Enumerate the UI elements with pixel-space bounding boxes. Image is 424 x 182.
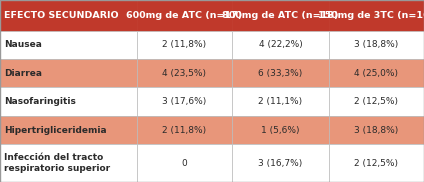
Text: 2 (11,8%): 2 (11,8%) xyxy=(162,40,206,49)
Bar xyxy=(137,88,232,116)
Bar xyxy=(329,31,424,59)
Bar xyxy=(232,59,329,88)
Text: 2 (12,5%): 2 (12,5%) xyxy=(354,97,399,106)
Text: EFECTO SECUNDARIO: EFECTO SECUNDARIO xyxy=(4,11,119,20)
Bar xyxy=(232,144,329,182)
Text: 600mg de ATC (n=17): 600mg de ATC (n=17) xyxy=(126,11,243,20)
Bar xyxy=(232,31,329,59)
Text: 6 (33,3%): 6 (33,3%) xyxy=(258,69,303,78)
Text: Hipertrigliceridemia: Hipertrigliceridemia xyxy=(4,126,106,134)
Bar xyxy=(137,31,232,59)
Bar xyxy=(137,0,232,31)
Text: 4 (25,0%): 4 (25,0%) xyxy=(354,69,399,78)
Bar xyxy=(329,0,424,31)
Bar xyxy=(137,59,232,88)
Text: 0: 0 xyxy=(181,159,187,168)
Text: 3 (18,8%): 3 (18,8%) xyxy=(354,40,399,49)
Bar xyxy=(0,0,137,31)
Text: 2 (12,5%): 2 (12,5%) xyxy=(354,159,399,168)
Bar xyxy=(329,88,424,116)
Text: 3 (16,7%): 3 (16,7%) xyxy=(258,159,303,168)
Text: 4 (22,2%): 4 (22,2%) xyxy=(259,40,302,49)
Text: 3 (18,8%): 3 (18,8%) xyxy=(354,126,399,134)
Text: 2 (11,8%): 2 (11,8%) xyxy=(162,126,206,134)
Bar xyxy=(329,59,424,88)
Text: 2 (11,1%): 2 (11,1%) xyxy=(259,97,303,106)
Bar xyxy=(137,116,232,144)
Text: 150mg de 3TC (n=16): 150mg de 3TC (n=16) xyxy=(318,11,424,20)
Text: Infección del tracto
respiratorio superior: Infección del tracto respiratorio superi… xyxy=(4,153,110,173)
Text: 800mg de ATC (n=18): 800mg de ATC (n=18) xyxy=(222,11,339,20)
Bar xyxy=(0,116,137,144)
Text: Nausea: Nausea xyxy=(4,40,42,49)
Bar xyxy=(0,31,137,59)
Bar xyxy=(0,59,137,88)
Bar xyxy=(232,88,329,116)
Bar xyxy=(137,144,232,182)
Text: 4 (23,5%): 4 (23,5%) xyxy=(162,69,206,78)
Text: Nasofaringitis: Nasofaringitis xyxy=(4,97,76,106)
Bar xyxy=(0,144,137,182)
Bar xyxy=(329,116,424,144)
Text: 1 (5,6%): 1 (5,6%) xyxy=(261,126,300,134)
Text: 3 (17,6%): 3 (17,6%) xyxy=(162,97,206,106)
Bar xyxy=(232,0,329,31)
Bar xyxy=(329,144,424,182)
Bar xyxy=(0,88,137,116)
Bar xyxy=(232,116,329,144)
Text: Diarrea: Diarrea xyxy=(4,69,42,78)
